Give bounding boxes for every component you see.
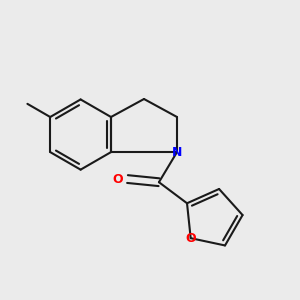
Text: O: O	[185, 232, 196, 245]
Text: N: N	[172, 146, 182, 159]
Text: O: O	[112, 172, 123, 186]
